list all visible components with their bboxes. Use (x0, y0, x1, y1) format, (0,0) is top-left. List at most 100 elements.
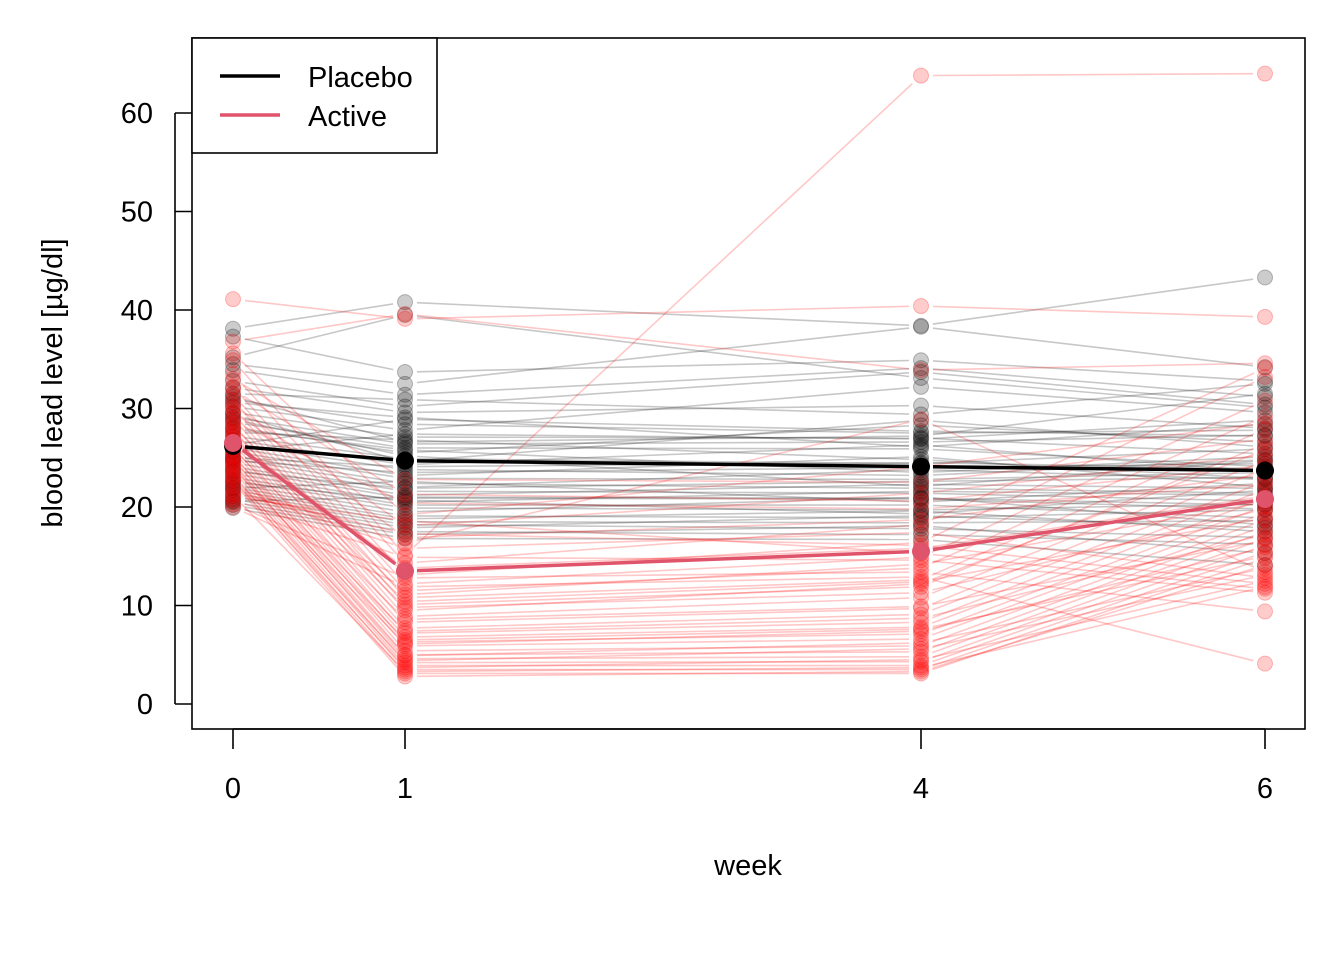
individual-line-active (416, 597, 910, 617)
individual-line-placebo (932, 386, 1254, 413)
individual-point-placebo (913, 430, 929, 447)
individual-point-active (913, 610, 929, 627)
individual-line-active (416, 576, 910, 588)
individual-line-active (932, 582, 1254, 658)
individual-line-placebo (416, 515, 910, 529)
individual-point-placebo (913, 501, 929, 518)
individual-point-active (397, 611, 413, 628)
individual-point-active (225, 410, 241, 427)
individual-point-placebo (913, 436, 929, 453)
individual-line-placebo (932, 372, 1254, 405)
individual-point-active (913, 600, 929, 617)
individual-point-active (1257, 421, 1273, 438)
individual-point-placebo (225, 461, 241, 478)
individual-line-placebo (244, 496, 394, 502)
individual-line-placebo (244, 482, 394, 500)
individual-point-placebo (913, 514, 929, 531)
individual-point-active (225, 381, 241, 398)
individual-point-placebo (913, 369, 929, 386)
individual-point-placebo (913, 494, 929, 511)
individual-line-placebo (244, 488, 394, 515)
individual-line-active (416, 520, 910, 554)
individual-line-active (240, 447, 398, 625)
individual-point-placebo (397, 432, 413, 449)
individual-line-active (931, 404, 1255, 553)
individual-line-active (932, 503, 1254, 563)
individual-line-active (240, 464, 398, 624)
mean-point-active (224, 433, 242, 452)
individual-line-placebo (416, 490, 910, 503)
individual-point-active (1257, 564, 1273, 581)
individual-line-active (416, 564, 910, 595)
individual-line-active (931, 453, 1255, 581)
individual-point-placebo (913, 425, 929, 442)
individual-point-placebo (225, 409, 241, 426)
individual-line-active (932, 484, 1254, 509)
individual-point-active (397, 525, 413, 542)
individual-line-placebo (244, 303, 394, 328)
individual-line-active (416, 626, 910, 638)
individual-line-active (932, 362, 1254, 371)
individual-line-placebo (244, 503, 394, 531)
individual-line-placebo (244, 431, 394, 441)
individual-line-active (240, 475, 398, 655)
individual-point-placebo (913, 480, 929, 497)
individual-point-active (225, 405, 241, 422)
individual-point-active (1257, 431, 1273, 448)
mean-line-active (416, 550, 910, 573)
individual-line-placebo (244, 474, 394, 501)
individual-point-active (397, 620, 413, 637)
individual-line-active (416, 478, 910, 484)
individual-point-placebo (913, 440, 929, 457)
individual-line-active (413, 83, 913, 548)
individual-point-placebo (913, 490, 929, 507)
individual-point-active (397, 599, 413, 616)
individual-line-active (240, 426, 398, 603)
individual-line-active (240, 482, 398, 662)
individual-point-active (1257, 532, 1273, 549)
individual-point-placebo (397, 479, 413, 496)
individual-point-placebo (1257, 404, 1273, 421)
individual-point-active (397, 633, 413, 650)
individual-point-active (225, 460, 241, 477)
individual-line-placebo (932, 394, 1254, 436)
individual-point-active (225, 386, 241, 403)
individual-line-placebo (932, 434, 1254, 443)
individual-point-placebo (1257, 557, 1273, 574)
individual-point-placebo (397, 473, 413, 490)
individual-line-placebo (244, 481, 394, 489)
individual-point-placebo (397, 386, 413, 403)
y-tick-label: 10 (121, 591, 153, 623)
individual-point-active (1257, 655, 1273, 672)
individual-point-placebo (1257, 509, 1273, 526)
individual-point-placebo (225, 414, 241, 431)
individual-line-active (932, 439, 1254, 482)
individual-point-active (1257, 392, 1273, 409)
individual-point-active (913, 511, 929, 528)
individual-line-active (240, 432, 398, 608)
x-axis-title: week (713, 850, 782, 882)
individual-point-active (1257, 360, 1273, 377)
individual-point-active (397, 623, 413, 640)
individual-point-active (225, 402, 241, 419)
individual-line-active (931, 501, 1255, 624)
individual-point-active (1257, 355, 1273, 372)
individual-point-placebo (397, 429, 413, 446)
individual-line-placebo (416, 433, 910, 440)
individual-point-active (397, 659, 413, 676)
individual-line-placebo (932, 490, 1254, 514)
individual-line-placebo (932, 492, 1254, 502)
individual-point-active (225, 396, 241, 413)
individual-line-active (240, 503, 398, 664)
individual-line-placebo (416, 315, 910, 378)
mean-point-active (912, 542, 930, 561)
individual-line-placebo (416, 515, 910, 519)
individual-point-active (1257, 539, 1273, 556)
individual-point-active (913, 648, 929, 665)
individual-point-placebo (913, 502, 929, 519)
individual-line-active (240, 382, 398, 555)
individual-line-placebo (932, 429, 1254, 434)
x-tick-label: 4 (913, 773, 929, 805)
individual-point-placebo (397, 513, 413, 530)
individual-point-active (913, 411, 929, 428)
